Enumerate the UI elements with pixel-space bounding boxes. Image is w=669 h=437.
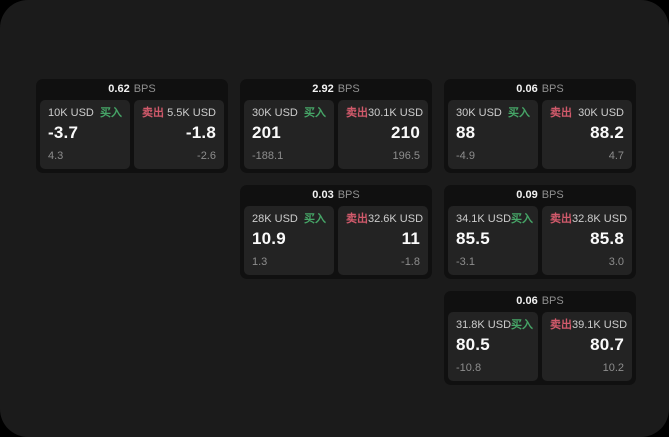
- sell-side-label: 卖出: [346, 107, 368, 119]
- spread-unit: BPS: [541, 189, 564, 201]
- sell-sub-value: 3.0: [608, 256, 624, 268]
- spread-unit: BPS: [337, 83, 360, 95]
- buy-panel[interactable]: 30K USD 买入 201 -188.1: [244, 100, 334, 169]
- sell-side-label: 卖出: [550, 213, 572, 225]
- buy-price: -3.7: [48, 123, 79, 142]
- sell-panel[interactable]: 卖出 32.6K USD 11 -1.8: [338, 206, 428, 275]
- buy-amount: 31.8K USD: [456, 319, 512, 331]
- buy-sub-value: -10.8: [456, 362, 482, 374]
- sell-side-label: 卖出: [142, 107, 164, 119]
- sell-sub-value: 196.5: [392, 150, 420, 162]
- buy-amount: 30K USD: [456, 107, 502, 119]
- quote-card: 0.62 BPS 10K USD 买入 -3.7 4.3 卖出 5.5K USD: [36, 79, 228, 173]
- buy-amount: 30K USD: [252, 107, 298, 119]
- buy-price: 10.9: [252, 229, 286, 248]
- buy-sub-value: -4.9: [456, 150, 475, 162]
- quote-card-grid: 0.62 BPS 10K USD 买入 -3.7 4.3 卖出 5.5K USD: [36, 79, 636, 385]
- spread-unit: BPS: [541, 295, 564, 307]
- spread-header: 0.62 BPS: [40, 79, 224, 100]
- sell-panel[interactable]: 卖出 5.5K USD -1.8 -2.6: [134, 100, 224, 169]
- buy-sub-value: -188.1: [252, 150, 284, 162]
- sell-amount: 5.5K USD: [167, 107, 216, 119]
- sell-price: 80.7: [590, 335, 624, 354]
- sell-amount: 39.1K USD: [572, 319, 628, 331]
- buy-sub-value: -3.1: [456, 256, 475, 268]
- buy-panel[interactable]: 10K USD 买入 -3.7 4.3: [40, 100, 130, 169]
- spread-value: 0.09: [516, 189, 538, 201]
- sell-price: 88.2: [590, 123, 624, 142]
- buy-panel[interactable]: 30K USD 买入 88 -4.9: [448, 100, 538, 169]
- spread-header: 0.06 BPS: [448, 79, 632, 100]
- spread-value: 2.92: [312, 83, 334, 95]
- spread-header: 0.09 BPS: [448, 185, 632, 206]
- quote-card: 2.92 BPS 30K USD 买入 201 -188.1 卖出 30.1K …: [240, 79, 432, 173]
- spread-header: 0.03 BPS: [244, 185, 428, 206]
- buy-price: 88: [456, 123, 476, 142]
- buy-amount: 10K USD: [48, 107, 94, 119]
- buy-side-label: 买入: [511, 213, 534, 225]
- spread-value: 0.62: [108, 83, 130, 95]
- quote-card: 0.06 BPS 30K USD 买入 88 -4.9 卖出 30K USD: [444, 79, 636, 173]
- sell-side-label: 卖出: [550, 319, 572, 331]
- spread-unit: BPS: [541, 83, 564, 95]
- buy-side-label: 买入: [304, 107, 326, 119]
- sell-price: 210: [391, 123, 420, 142]
- sell-sub-value: 10.2: [602, 362, 624, 374]
- buy-side-label: 买入: [508, 107, 530, 119]
- buy-side-label: 买入: [100, 107, 122, 119]
- sell-panel[interactable]: 卖出 32.8K USD 85.8 3.0: [542, 206, 632, 275]
- spread-header: 2.92 BPS: [244, 79, 428, 100]
- sell-panel[interactable]: 卖出 30.1K USD 210 196.5: [338, 100, 428, 169]
- buy-panel[interactable]: 31.8K USD 买入 80.5 -10.8: [448, 312, 538, 381]
- buy-panel[interactable]: 34.1K USD 买入 85.5 -3.1: [448, 206, 538, 275]
- quote-card: 0.06 BPS 31.8K USD 买入 80.5 -10.8 卖出 39.1…: [444, 291, 636, 385]
- sell-amount: 30K USD: [578, 107, 624, 119]
- buy-price: 80.5: [456, 335, 490, 354]
- spread-value: 0.06: [516, 295, 538, 307]
- sell-sub-value: 4.7: [608, 150, 624, 162]
- buy-amount: 34.1K USD: [456, 213, 512, 225]
- sell-panel[interactable]: 卖出 39.1K USD 80.7 10.2: [542, 312, 632, 381]
- spread-header: 0.06 BPS: [448, 291, 632, 312]
- sell-amount: 30.1K USD: [368, 107, 424, 119]
- sell-price: 85.8: [590, 229, 624, 248]
- sell-sub-value: -2.6: [197, 150, 216, 162]
- sell-amount: 32.6K USD: [368, 213, 424, 225]
- sell-panel[interactable]: 卖出 30K USD 88.2 4.7: [542, 100, 632, 169]
- buy-panel[interactable]: 28K USD 买入 10.9 1.3: [244, 206, 334, 275]
- spread-unit: BPS: [337, 189, 360, 201]
- sell-price: 11: [401, 229, 420, 248]
- buy-side-label: 买入: [511, 319, 534, 331]
- sell-side-label: 卖出: [550, 107, 572, 119]
- quote-card: 0.09 BPS 34.1K USD 买入 85.5 -3.1 卖出 32.8K…: [444, 185, 636, 279]
- buy-price: 85.5: [456, 229, 490, 248]
- buy-side-label: 买入: [304, 213, 326, 225]
- buy-price: 201: [252, 123, 281, 142]
- buy-sub-value: 4.3: [48, 150, 64, 162]
- sell-sub-value: -1.8: [401, 256, 420, 268]
- sell-price: -1.8: [185, 123, 216, 142]
- buy-sub-value: 1.3: [252, 256, 268, 268]
- spread-unit: BPS: [133, 83, 156, 95]
- spread-value: 0.03: [312, 189, 334, 201]
- sell-amount: 32.8K USD: [572, 213, 628, 225]
- sell-side-label: 卖出: [346, 213, 368, 225]
- buy-amount: 28K USD: [252, 213, 298, 225]
- quote-card: 0.03 BPS 28K USD 买入 10.9 1.3 卖出 32.6K US…: [240, 185, 432, 279]
- spread-value: 0.06: [516, 83, 538, 95]
